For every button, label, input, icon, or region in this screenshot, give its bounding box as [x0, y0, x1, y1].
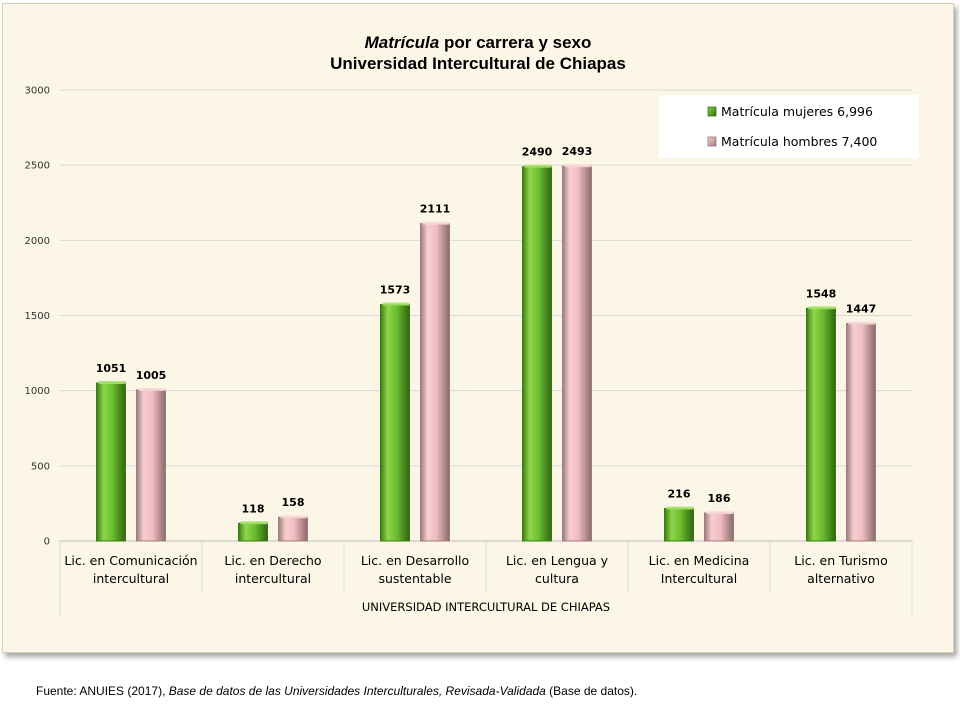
y-tick-label: 2000: [25, 236, 50, 247]
gridlines: [59, 89, 913, 617]
data-label: 1051: [96, 362, 127, 375]
bar-cap: [382, 302, 410, 306]
data-label: 1447: [846, 302, 877, 315]
title-italic: Matrícula: [364, 33, 440, 52]
y-tick-label: 0: [44, 537, 50, 548]
bar-cap: [848, 321, 876, 325]
data-label: 2490: [522, 146, 553, 159]
bar-mujeres: [664, 508, 694, 542]
y-tick-label: 2500: [25, 161, 50, 172]
title-line-1: Matrícula por carrera y sexo: [3, 32, 953, 53]
legend-label: Matrícula mujeres 6,996: [721, 104, 873, 119]
y-tick-label: 1000: [25, 386, 50, 397]
data-label: 1548: [806, 287, 837, 300]
bar-mujeres: [806, 307, 836, 542]
x-group-label: UNIVERSIDAD INTERCULTURAL DE CHIAPAS: [362, 600, 610, 614]
bar-hombres: [136, 389, 166, 542]
data-label: 186: [708, 492, 731, 505]
x-category-label: Lic. en Turismo: [794, 553, 887, 568]
title-rest: por carrera y sexo: [439, 33, 592, 52]
x-category-label: Lic. en Comunicación: [64, 553, 197, 568]
bar-cap: [706, 511, 734, 515]
bar-cap: [422, 221, 450, 225]
x-category-label: alternativo: [807, 571, 875, 586]
data-labels: 1051 1005 118 158 1573 2111 2490 2493 216 186 1548…: [96, 145, 877, 515]
bar-hombres: [278, 516, 308, 542]
legend-box: [659, 95, 919, 158]
bar-cap: [98, 380, 126, 384]
bar-cap: [138, 387, 166, 391]
x-category-label: sustentable: [378, 571, 451, 586]
bar-mujeres: [522, 166, 552, 542]
x-category-label: Lic. en Desarrollo: [361, 553, 469, 568]
legend-swatch-mujeres: [707, 106, 717, 117]
data-label: 158: [282, 496, 305, 509]
y-tick-label: 1500: [25, 311, 50, 322]
data-label: 118: [242, 502, 265, 515]
bar-cap: [524, 164, 552, 168]
data-label: 1573: [380, 284, 411, 297]
legend: Matrícula mujeres 6,996 Matrícula hombres…: [659, 95, 919, 158]
x-category-label: intercultural: [235, 571, 311, 586]
bar-hombres: [420, 223, 450, 542]
bar-hombres: [846, 322, 876, 542]
legend-swatch-hombres: [707, 136, 717, 147]
bar-hombres: [562, 165, 592, 542]
y-tick-label: 500: [31, 461, 50, 472]
chart-subtitle: Universidad Intercultural de Chiapas: [330, 54, 626, 73]
bar-cap: [240, 521, 268, 525]
y-tick-label: 3000: [25, 86, 50, 97]
x-category-label: intercultural: [93, 571, 169, 586]
bar-cap: [280, 515, 308, 519]
bars: [96, 164, 876, 542]
legend-label: Matrícula hombres 7,400: [721, 134, 877, 149]
data-label: 2111: [420, 203, 451, 216]
x-category-label: Lic. en Medicina: [649, 553, 750, 568]
footnote-italic: Base de datos de las Universidades Inter…: [168, 684, 546, 698]
footnote-suffix: (Base de datos).: [545, 684, 638, 698]
bar-mujeres: [96, 382, 126, 542]
bar-cap: [564, 164, 592, 168]
bar-cap: [666, 506, 694, 510]
x-axis-categories: Lic. en Comunicación intercultural Lic. en…: [64, 553, 887, 614]
bar-mujeres: [238, 522, 268, 542]
x-category-label: Lic. en Derecho: [224, 553, 321, 568]
bar-cap: [808, 306, 836, 310]
y-axis-ticks: 0 500 1000 1500 2000 2500 3000: [25, 86, 50, 548]
x-category-label: Intercultural: [661, 571, 737, 586]
chart-title: Matrícula por carrera y sexo Universidad…: [3, 32, 953, 74]
data-label: 1005: [136, 369, 167, 382]
footnote-prefix: Fuente: ANUIES (2017),: [36, 684, 169, 698]
x-category-label: Lic. en Lengua y: [506, 553, 609, 568]
x-category-label: cultura: [535, 571, 579, 586]
data-label: 2493: [562, 145, 593, 158]
data-label: 216: [668, 488, 691, 501]
bar-hombres: [704, 512, 734, 542]
source-footnote: Fuente: ANUIES (2017), Base de datos de …: [36, 684, 637, 698]
bar-mujeres: [380, 304, 410, 542]
